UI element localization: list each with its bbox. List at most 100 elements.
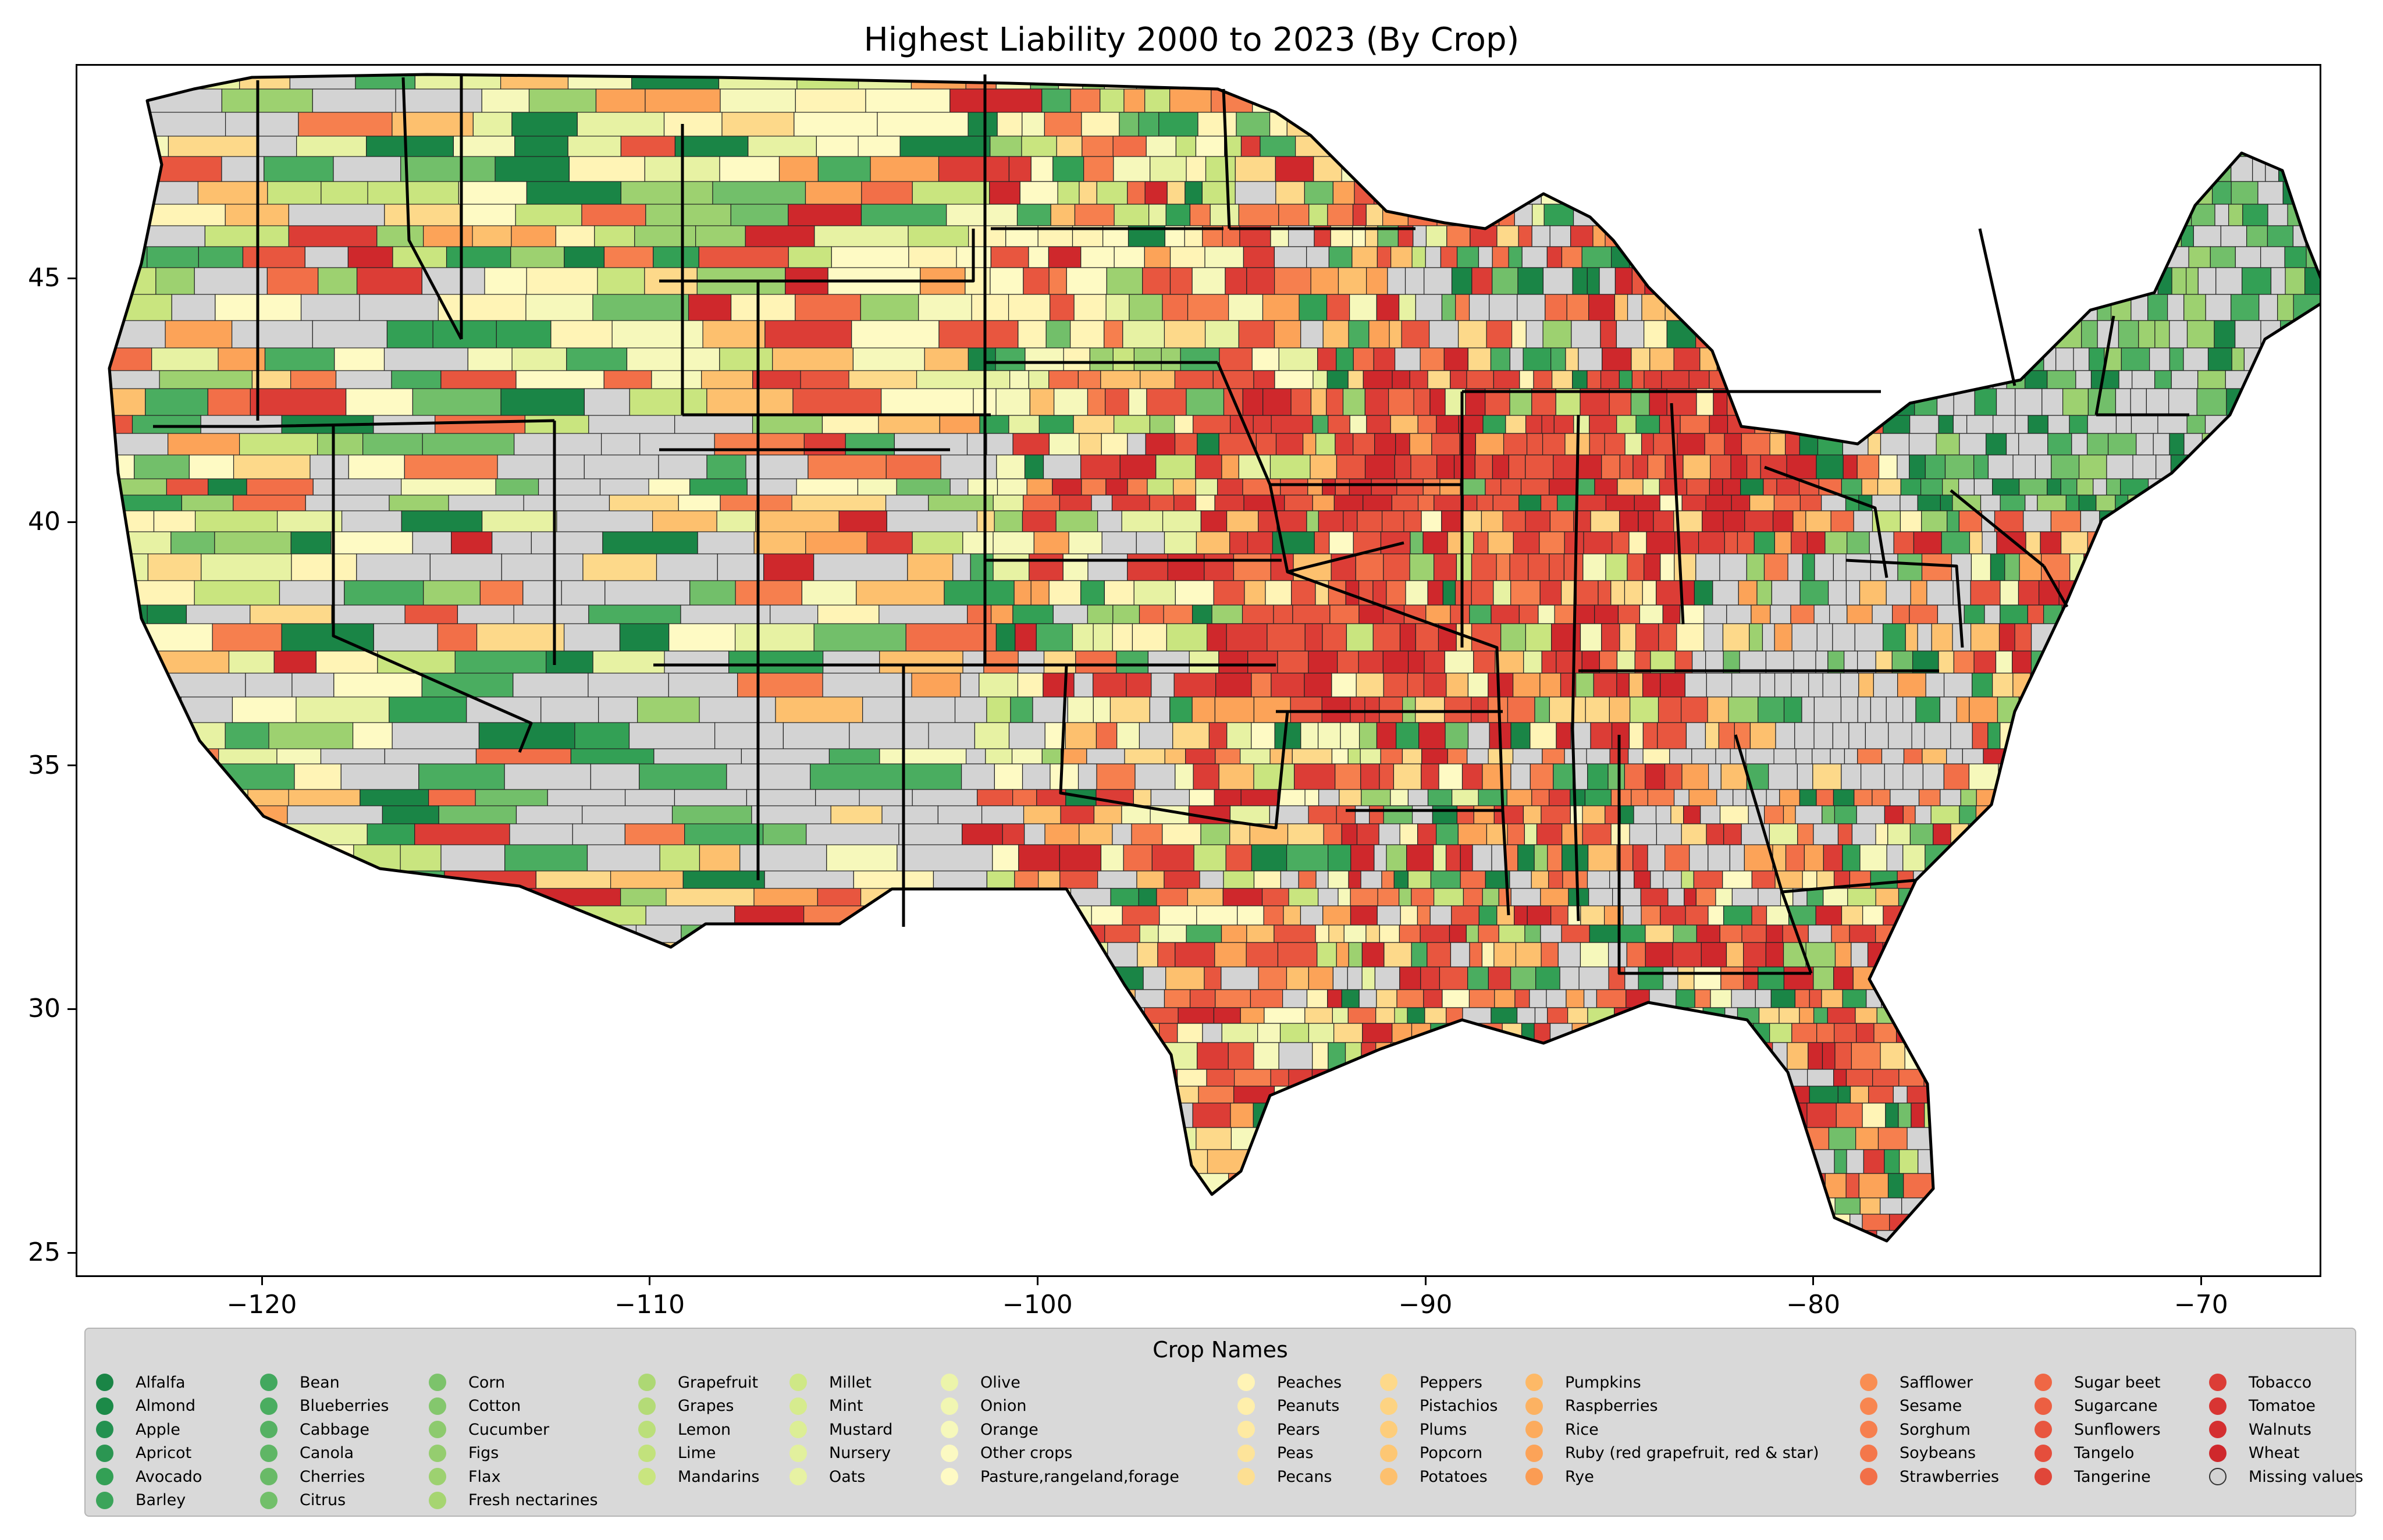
county (1583, 989, 1598, 1008)
county (2275, 805, 2301, 824)
county (1485, 388, 1510, 416)
county (2132, 454, 2157, 479)
county (943, 905, 1040, 951)
county (697, 1149, 766, 1213)
county (1740, 478, 1764, 496)
county (1774, 531, 1792, 554)
county (1653, 1023, 1681, 1043)
county (1510, 722, 1531, 749)
county (627, 1197, 686, 1225)
county (1966, 942, 1987, 968)
county (1793, 204, 1820, 226)
county (1492, 267, 1518, 295)
county (2069, 763, 2089, 790)
county (2269, 553, 2282, 581)
county (1549, 225, 1571, 247)
county (2299, 966, 2317, 990)
county (369, 1254, 424, 1277)
county (109, 823, 168, 863)
county (1017, 1173, 1060, 1198)
county (1491, 604, 1520, 624)
county (1779, 136, 1797, 157)
county (2244, 112, 2270, 137)
county (1365, 112, 1382, 137)
county (403, 942, 448, 1004)
county (1996, 531, 2026, 554)
county (1456, 246, 1479, 268)
county (2292, 415, 2306, 434)
county (1429, 320, 1459, 348)
county (119, 1197, 198, 1239)
county (2106, 478, 2121, 496)
county (2317, 1086, 2320, 1104)
county (1318, 789, 1340, 806)
legend-label: Fresh nectarines (468, 1491, 598, 1510)
county (1253, 763, 1295, 790)
county (1083, 1102, 1108, 1128)
county (1586, 1230, 1613, 1241)
legend-label: Bean (300, 1373, 340, 1392)
county (1803, 112, 1829, 137)
county (1048, 267, 1067, 295)
county (1588, 888, 1613, 906)
county (1410, 454, 1438, 479)
county (1143, 1197, 1178, 1215)
county (1996, 1042, 2022, 1070)
county (1693, 181, 1719, 205)
county (1518, 1127, 1538, 1150)
legend-label: Mandarins (678, 1467, 760, 1486)
county (2231, 942, 2247, 968)
county (2157, 74, 2186, 90)
county (1831, 267, 1861, 295)
county (1429, 905, 1452, 926)
county (291, 905, 374, 963)
county (2140, 553, 2161, 581)
county (1054, 1102, 1084, 1128)
county (1331, 673, 1357, 698)
county (1253, 1042, 1279, 1070)
county (1916, 112, 1930, 137)
county (1524, 924, 1541, 943)
county (1264, 1007, 1306, 1024)
county (1754, 1173, 1781, 1198)
county (1163, 1127, 1197, 1150)
county (1447, 531, 1462, 554)
legend-label: Nursery (829, 1444, 891, 1463)
county (1079, 433, 1102, 456)
county (1568, 1102, 1588, 1128)
county (1331, 748, 1349, 764)
county (1376, 989, 1397, 1008)
county (479, 1069, 557, 1104)
county (2171, 1023, 2198, 1043)
legend-label: Cotton (468, 1397, 521, 1415)
county (1511, 320, 1527, 348)
county (2156, 763, 2181, 790)
x-tick-mark (1424, 1277, 1427, 1285)
legend-label: Sorghum (1900, 1420, 1971, 1439)
county (1062, 942, 1089, 968)
county (2103, 673, 2116, 698)
legend-swatch (1525, 1374, 1543, 1392)
county (1496, 225, 1519, 247)
legend-label: Pears (1277, 1420, 1320, 1439)
county (1973, 454, 1989, 479)
county (1985, 1149, 2000, 1174)
county (1997, 823, 2015, 845)
county (1774, 673, 1792, 698)
county (1668, 181, 1694, 205)
county (1306, 510, 1319, 532)
county (1360, 1086, 1377, 1104)
county (1642, 88, 1664, 113)
county (1106, 1230, 1142, 1241)
county (1139, 604, 1164, 624)
county (2043, 1197, 2065, 1215)
county (439, 1173, 522, 1214)
county (1902, 204, 1916, 226)
county (1984, 1007, 2003, 1024)
county (1834, 942, 1852, 968)
county (1689, 204, 1718, 226)
county (2210, 246, 2236, 268)
county (2037, 136, 2051, 157)
county (1423, 673, 1447, 698)
county (1418, 1197, 1439, 1215)
